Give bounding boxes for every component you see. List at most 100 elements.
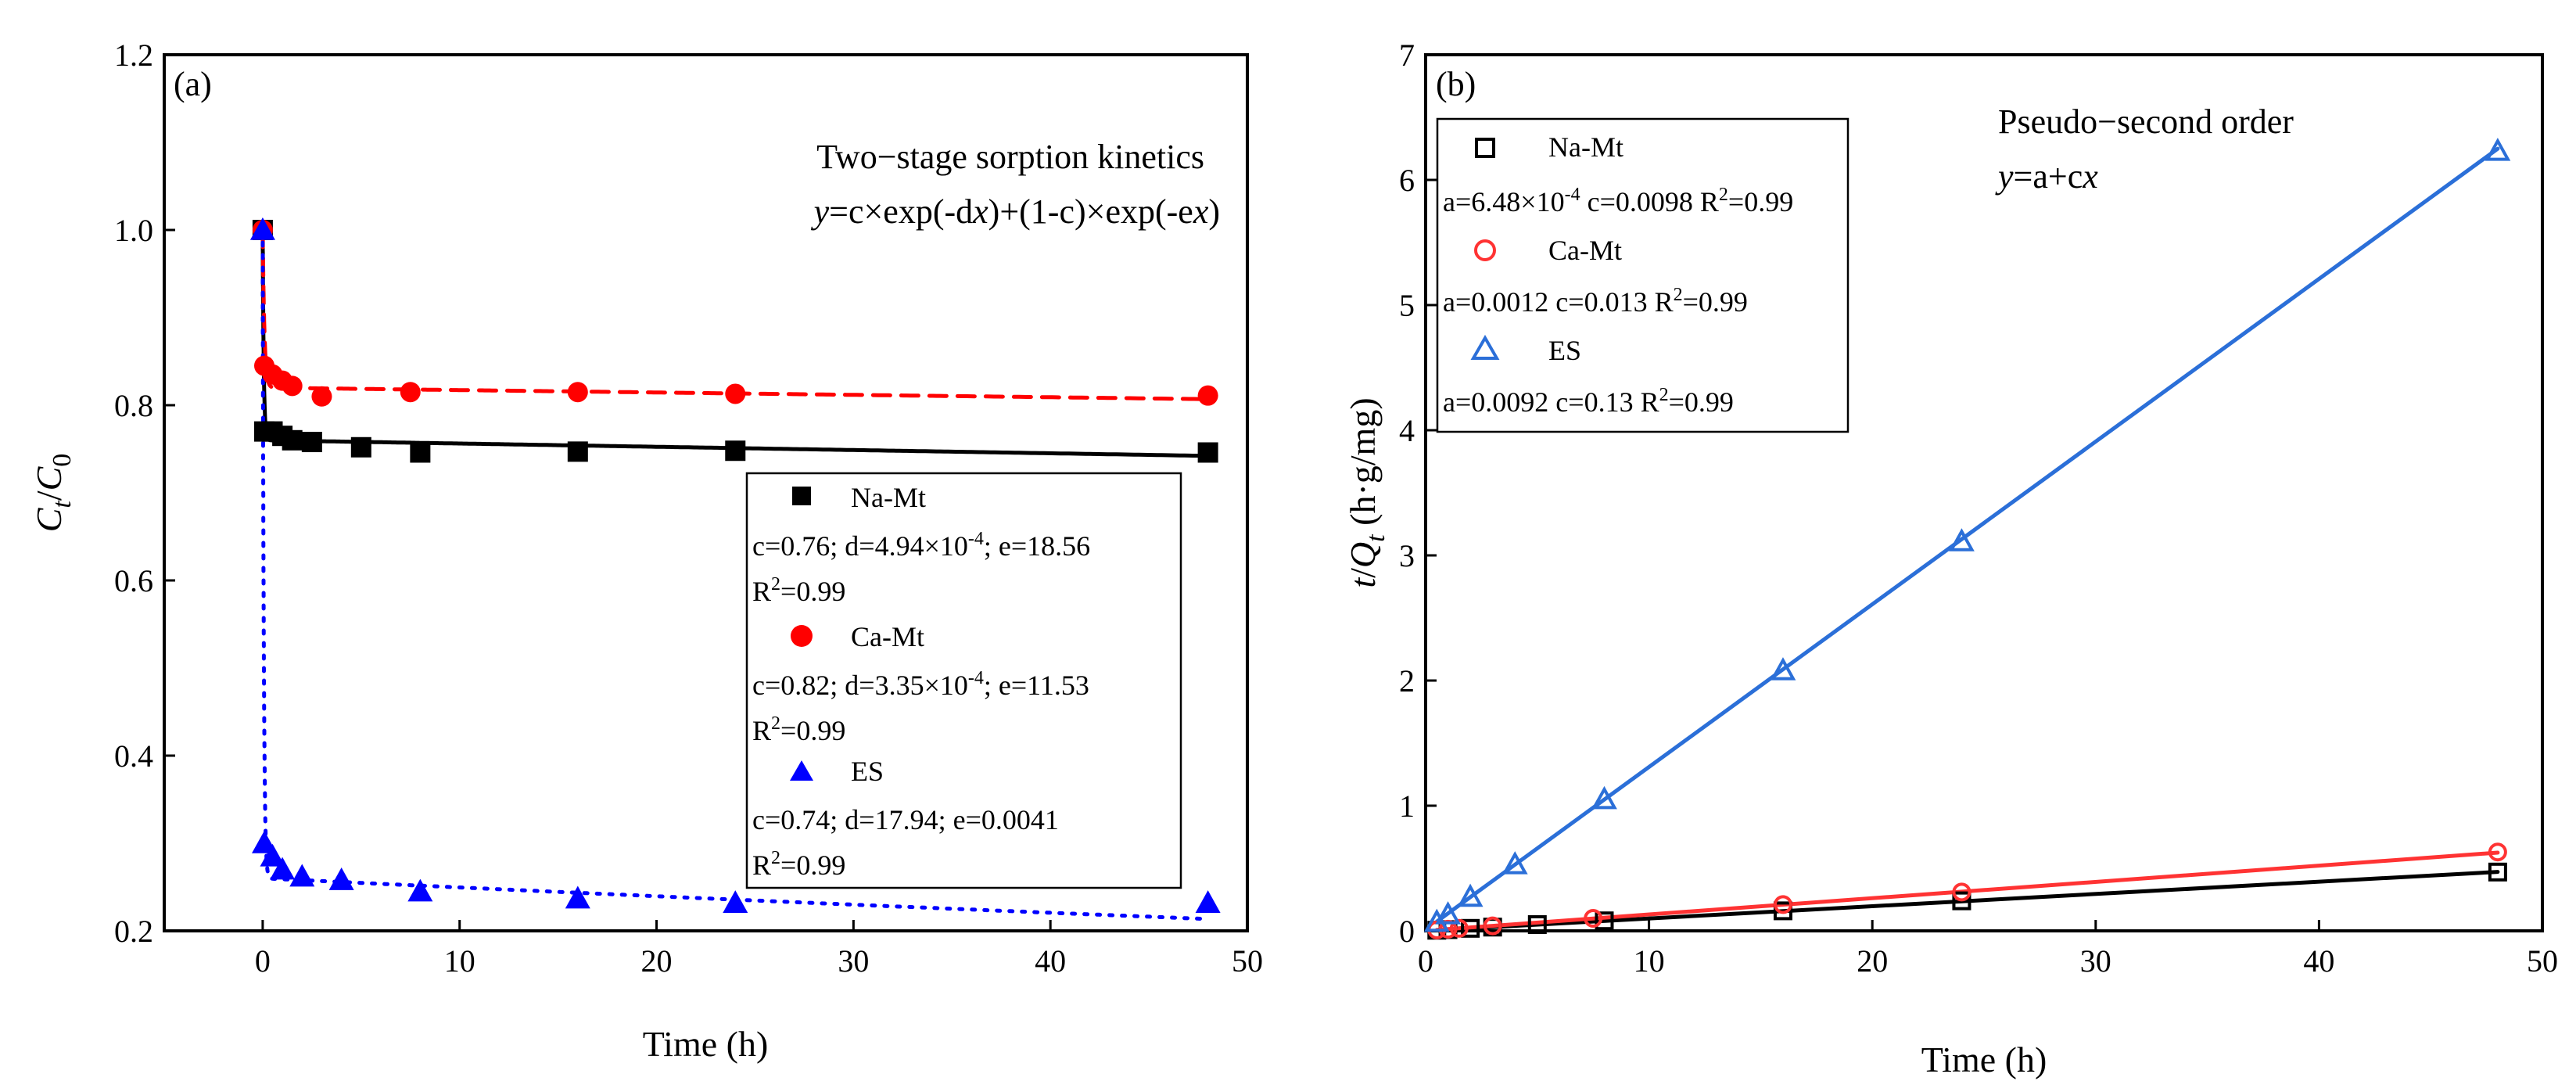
ca-mt-point [1197,385,1218,406]
y-tick-label: 0 [1399,914,1415,949]
panel-b-pseudo-second-order: 0 10 20 30 40 50 0 1 2 3 4 5 6 7 (b) Pseudo−second or… [1343,38,2558,1079]
panel-b-legend: Na-Mt a=6.48×10-4 c=0.0098 R2=0.99 Ca-Mt… [1436,117,1849,433]
y-tick-label: 1.2 [114,38,153,73]
x-tick-label: 20 [1857,943,1888,979]
es-point [723,890,748,913]
x-tick-label: 50 [1232,943,1263,979]
ca-mt-point [1483,916,1502,936]
y-tick-label: 0.6 [114,563,153,598]
legend-a-na-mt-marker [792,487,811,505]
y-tick-label: 1 [1399,788,1415,824]
es-point [407,878,433,902]
x-tick-label: 10 [444,943,475,979]
na-mt-point [1952,891,1971,911]
y-tick-label: 0.4 [114,738,153,774]
legend-a-ca-mt-name: Ca-Mt [851,621,924,652]
ca-mt-point [1952,882,1971,902]
na-mt-point [567,441,588,462]
panel-b-ylabel: t/Qt (h·g/mg) [1343,397,1390,587]
es-point [328,867,354,890]
ca-mt-point [1584,909,1603,928]
y-tick-label: 3 [1399,538,1415,573]
ca-mt-fit-line [260,228,1211,401]
es-point [260,843,285,867]
panel-b-annotation-title: Pseudo−second order [1998,102,2294,141]
legend-b-na-mt-marker [1475,138,1495,158]
na-mt-point [301,432,322,453]
legend-b-na-mt-params: a=6.48×10-4 c=0.0098 R2=0.99 [1443,185,1793,217]
legend-b-na-mt-name: Na-Mt [1548,131,1623,163]
panel-a-xlabel: Time (h) [643,1024,769,1064]
x-tick-label: 10 [1634,943,1665,979]
es-point [289,864,315,887]
panel-a-markers [249,217,1221,913]
na-mt-point [1527,915,1547,934]
ca-mt-point [1449,918,1469,938]
panel-a-annotation-equation: y=c×exp(-dx)+(1-c)×exp(-ex) [811,192,1220,231]
na-mt-point [410,442,431,463]
x-tick-label: 30 [2080,943,2111,979]
es-point [1457,883,1484,907]
es-fit-line [1434,146,2500,924]
panel-b-label: (b) [1436,65,1476,103]
panel-a-label: (a) [174,65,212,103]
panel-b-xlabel: Time (h) [1921,1040,2047,1079]
ca-mt-point [282,375,303,397]
es-point [1423,908,1450,932]
ca-mt-point [1773,895,1792,914]
na-mt-point [2488,862,2507,882]
panel-b-ticks: 0 10 20 30 40 50 0 1 2 3 4 5 6 7 [1399,38,2558,979]
na-mt-point [1197,442,1218,463]
legend-a-na-mt-name: Na-Mt [851,482,926,513]
es-point [1949,528,1975,551]
legend-a-es-params: c=0.74; d=17.94; e=0.0041 [752,804,1059,835]
legend-b-es-params: a=0.0092 c=0.13 R2=0.99 [1443,385,1734,418]
es-point [1435,901,1461,925]
ca-mt-point [2488,842,2507,862]
legend-b-ca-mt-name: Ca-Mt [1548,235,1622,266]
y-tick-label: 0.2 [114,914,153,949]
panel-b-markers [1423,138,2511,940]
panel-b-annotation-equation: y=a+cx [1995,157,2098,196]
legend-a-na-mt-r2: R2=0.99 [752,574,845,607]
y-tick-label: 2 [1399,663,1415,699]
legend-a-na-mt-params: c=0.76; d=4.94×10-4; e=18.56 [752,529,1090,562]
na-mt-point [1595,911,1614,931]
panel-b-legend-box [1436,117,1849,433]
es-fit-line [260,228,1211,921]
x-tick-label: 0 [255,943,271,979]
na-mt-point [282,429,303,451]
legend-b-es-marker [1470,334,1500,360]
legend-a-ca-mt-params: c=0.82; d=3.35×10-4; e=11.53 [752,668,1089,701]
panel-a-legend: Na-Mt c=0.76; d=4.94×10-4; e=18.56 R2=0.… [745,472,1182,889]
legend-a-es-marker [790,760,813,781]
na-mt-point [1773,901,1792,921]
panel-a-annotation-title: Two−stage sorption kinetics [816,138,1204,176]
legend-b-ca-mt-params: a=0.0012 c=0.013 R2=0.99 [1443,285,1748,318]
y-tick-label: 7 [1399,38,1415,73]
panel-b-frame [1424,53,2544,932]
es-point [1501,851,1528,875]
legend-b-es-name: ES [1548,335,1581,366]
x-tick-label: 20 [641,943,673,979]
na-mt-point [725,440,746,462]
panel-a-sorption-kinetics: 0 10 20 30 40 50 0.2 0.4 0.6 0.8 1.0 1.2 (a) Two−st… [29,38,1263,1064]
x-tick-label: 30 [838,943,869,979]
es-point [1591,785,1617,810]
panel-a-ylabel: Ct/C0 [29,454,77,533]
es-point [2485,138,2511,161]
x-tick-label: 50 [2527,943,2558,979]
ca-mt-point [400,382,421,403]
na-mt-fit-line [260,228,1211,458]
panel-a-ticks: 0 10 20 30 40 50 0.2 0.4 0.6 0.8 1.0 1.2 [114,38,1263,979]
ca-mt-point [725,383,746,404]
legend-a-ca-mt-r2: R2=0.99 [752,713,845,746]
na-mt-point [1461,918,1480,938]
ca-mt-point [567,382,588,403]
x-tick-label: 0 [1418,943,1433,979]
x-tick-label: 40 [1035,943,1066,979]
es-point [249,217,275,240]
es-point [270,857,296,880]
y-tick-label: 6 [1399,163,1415,198]
